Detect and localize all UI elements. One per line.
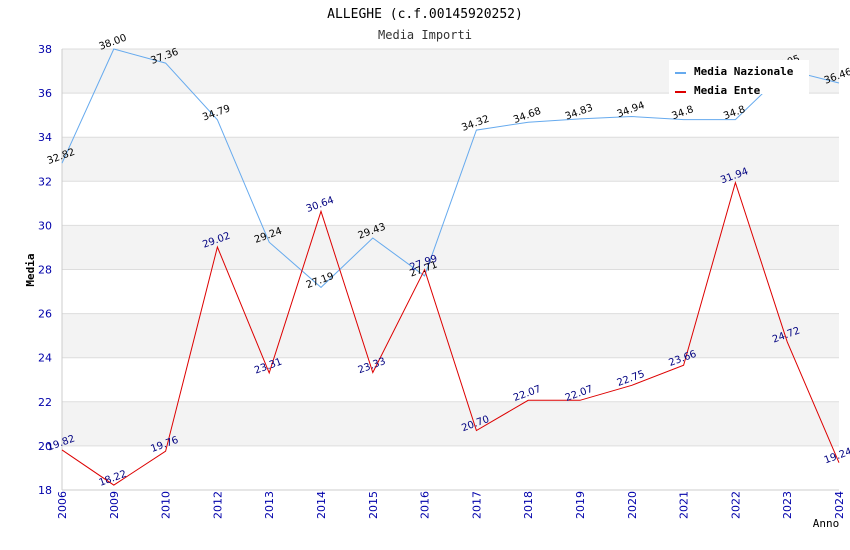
x-tick-label: 2024 [833, 491, 846, 519]
y-tick-label: 32 [38, 175, 52, 188]
x-tick-label: 2006 [56, 491, 69, 519]
y-tick-label: 38 [38, 43, 52, 56]
grid-band [62, 137, 839, 182]
grid-lines [61, 48, 839, 491]
x-tick-label: 2018 [522, 491, 535, 519]
grid-band [62, 93, 839, 138]
y-tick-label: 30 [38, 219, 52, 232]
chart-title: ALLEGHE (c.f.00145920252) [327, 7, 523, 22]
legend-box [669, 60, 809, 94]
x-tick-label: 2021 [678, 491, 691, 519]
x-tick-label: 2013 [263, 491, 276, 519]
legend: Media Nazionale Media Ente [669, 60, 809, 97]
y-tick-label: 36 [38, 87, 52, 100]
grid-band [62, 401, 839, 446]
x-tick-label: 2010 [160, 491, 173, 519]
y-tick-label: 18 [38, 484, 52, 497]
y-tick-label: 20 [38, 440, 52, 453]
y-tick-label: 22 [38, 396, 52, 409]
x-axis-title: Anno [813, 517, 840, 530]
series-line-media-nazionale [61, 48, 840, 289]
x-tick-label: 2017 [470, 491, 483, 519]
y-tick-label: 34 [38, 131, 52, 144]
x-tick-label: 2022 [729, 491, 742, 519]
x-tick-label: 2009 [108, 491, 121, 519]
grid-band [62, 269, 839, 314]
x-tick-label: 2014 [315, 491, 328, 519]
y-tick-label: 28 [38, 264, 52, 277]
grid-band [62, 445, 839, 490]
x-tick-label: 2023 [781, 491, 794, 519]
grid-bands [62, 49, 839, 490]
y-tick-label: 26 [38, 308, 52, 321]
x-tick-label: 2015 [367, 491, 380, 519]
grid-band [62, 357, 839, 402]
x-axis-ticks: 2006 2009 2010 2012 2013 2014 2015 2016 2017 2018… [56, 491, 846, 519]
legend-label-media-ente: Media Ente [694, 84, 761, 97]
grid-band [62, 225, 839, 270]
x-tick-label: 2016 [419, 491, 432, 519]
y-tick-label: 24 [38, 352, 52, 365]
legend-label-media-nazionale: Media Nazionale [694, 65, 794, 78]
x-tick-label: 2020 [626, 491, 639, 519]
y-axis-title: Media [24, 253, 37, 286]
x-tick-label: 2019 [574, 491, 587, 519]
series-group [61, 48, 840, 486]
series-line-media-ente [61, 180, 840, 486]
x-tick-label: 2012 [211, 491, 224, 519]
chart-subtitle: Media Importi [378, 28, 472, 42]
y-axis-ticks: 18 20 22 24 26 28 30 32 34 36 38 [38, 43, 52, 497]
